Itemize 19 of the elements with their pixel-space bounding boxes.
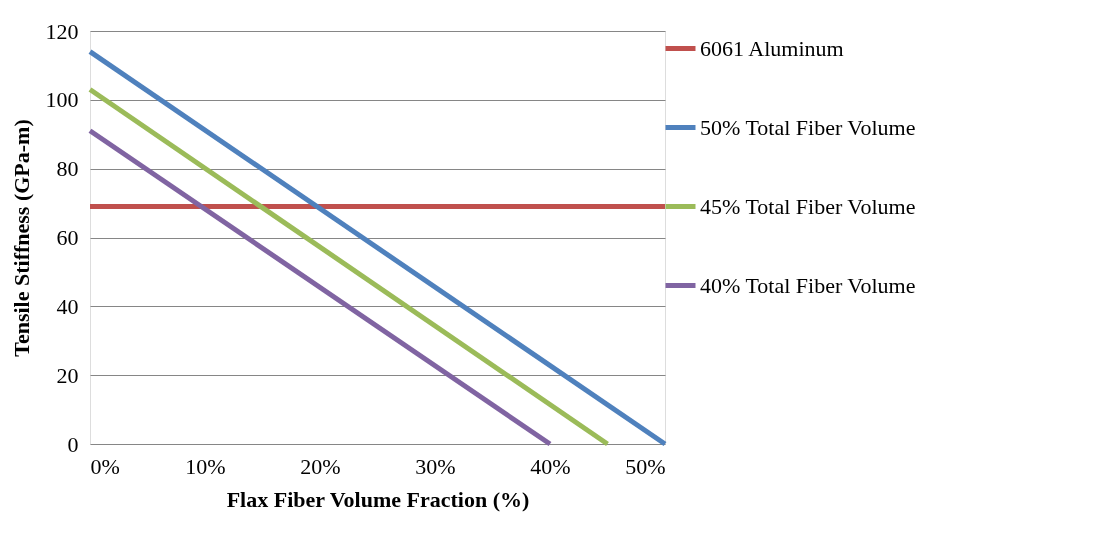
x-tick-label: 40%: [530, 453, 571, 479]
y-tick-label: 120: [45, 18, 79, 44]
legend-label: 40% Total Fiber Volume: [700, 272, 916, 298]
y-axis-title: Tensile Stiffness (GPa-m): [8, 119, 34, 357]
y-tick-label: 40: [56, 293, 79, 319]
y-tick-label: 0: [67, 431, 79, 457]
y-tick-label: 80: [56, 156, 79, 182]
y-tick-label: 20: [56, 362, 79, 388]
x-tick-label: 20%: [300, 453, 341, 479]
y-tick-label: 100: [45, 87, 79, 113]
legend-label: 45% Total Fiber Volume: [700, 193, 916, 219]
x-tick-label: 10%: [185, 453, 226, 479]
x-tick-label: 0%: [90, 453, 120, 479]
legend-label: 6061 Aluminum: [700, 35, 844, 61]
x-tick-label: 30%: [415, 453, 456, 479]
x-tick-label: 50%: [625, 453, 666, 479]
x-axis-title: Flax Fiber Volume Fraction (%): [226, 486, 530, 512]
y-tick-label: 60: [56, 225, 79, 250]
legend-label: 50% Total Fiber Volume: [700, 114, 916, 140]
